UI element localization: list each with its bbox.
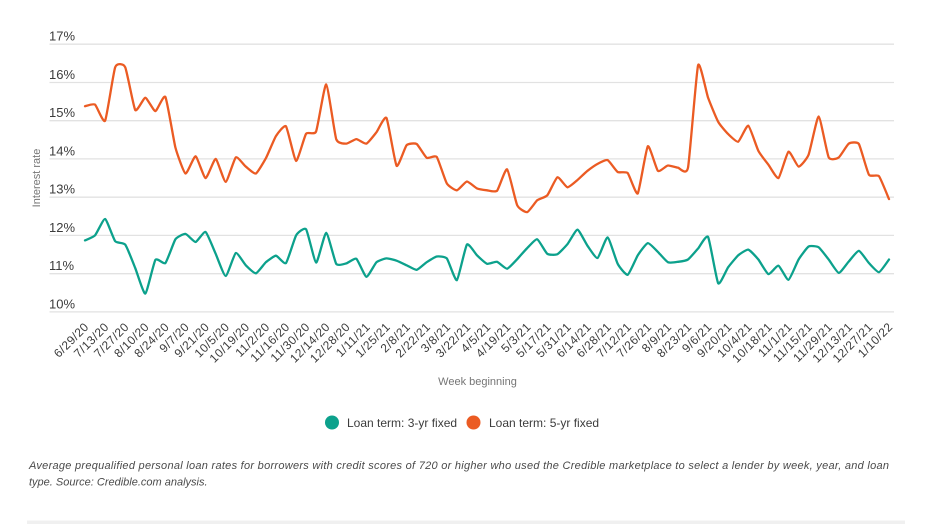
svg-text:12%: 12%	[49, 220, 75, 235]
svg-text:10%: 10%	[49, 296, 75, 311]
svg-text:Loan term: 5-yr fixed: Loan term: 5-yr fixed	[489, 416, 599, 430]
svg-text:14%: 14%	[49, 143, 75, 158]
svg-text:Loan term: 3-yr fixed: Loan term: 3-yr fixed	[347, 416, 457, 430]
svg-text:Average prequalified personal: Average prequalified personal loan rates…	[28, 460, 889, 472]
svg-text:15%: 15%	[49, 105, 75, 120]
svg-text:16%: 16%	[49, 67, 75, 82]
svg-text:11%: 11%	[49, 258, 74, 273]
svg-text:Interest rate: Interest rate	[31, 149, 43, 208]
svg-text:13%: 13%	[49, 182, 75, 197]
svg-text:type. Source: Credible.com ana: type. Source: Credible.com analysis.	[29, 477, 208, 489]
svg-text:17%: 17%	[49, 29, 75, 44]
svg-text:Week beginning: Week beginning	[438, 376, 517, 388]
